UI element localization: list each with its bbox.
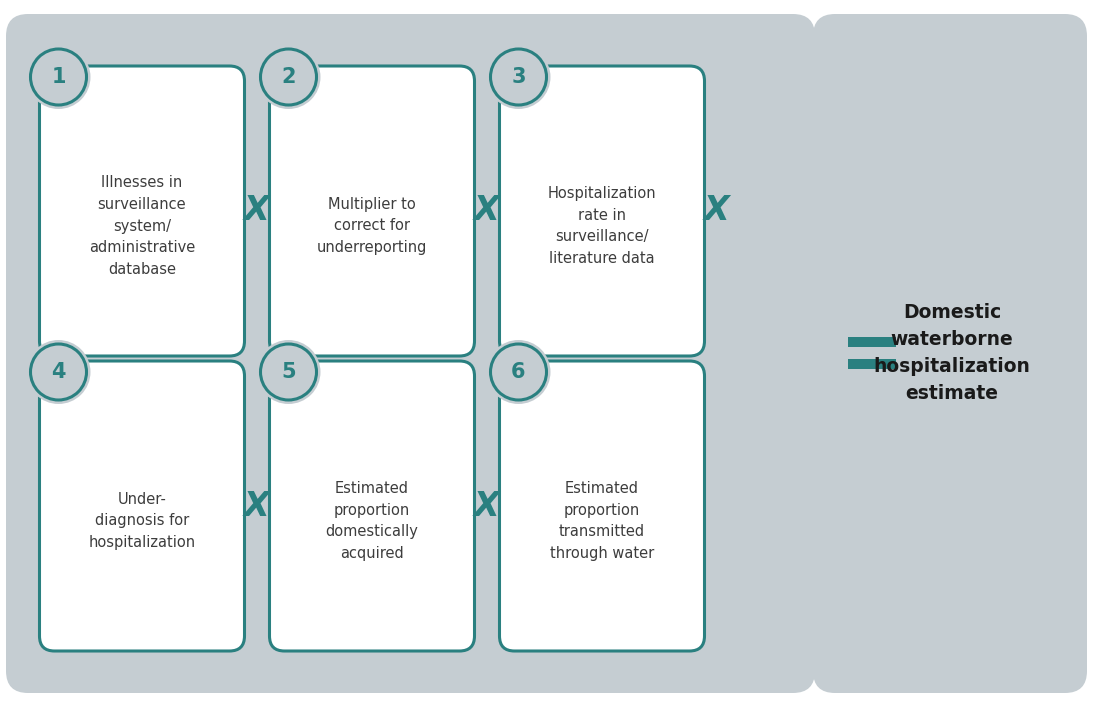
Text: Estimated
proportion
transmitted
through water: Estimated proportion transmitted through… [550,481,654,561]
Text: X: X [474,489,500,522]
Circle shape [31,344,87,400]
Circle shape [486,45,551,109]
FancyBboxPatch shape [269,361,474,651]
Circle shape [491,344,546,400]
Circle shape [31,49,87,105]
Circle shape [256,45,321,109]
Circle shape [486,340,551,404]
Text: X: X [244,489,269,522]
FancyBboxPatch shape [499,66,704,356]
Text: 2: 2 [281,67,296,87]
Circle shape [26,340,91,404]
Text: Estimated
proportion
domestically
acquired: Estimated proportion domestically acquir… [325,481,418,561]
Text: X: X [474,194,500,227]
Text: X: X [244,194,269,227]
Text: X: X [704,194,729,227]
Text: 5: 5 [281,362,296,382]
Circle shape [491,49,546,105]
Circle shape [256,340,321,404]
Text: 4: 4 [51,362,66,382]
FancyBboxPatch shape [848,359,896,369]
FancyBboxPatch shape [39,361,244,651]
FancyBboxPatch shape [5,14,815,693]
Text: 6: 6 [511,362,526,382]
FancyBboxPatch shape [848,337,896,347]
Text: Illnesses in
surveillance
system/
administrative
database: Illnesses in surveillance system/ admini… [89,175,195,277]
Text: 1: 1 [51,67,66,87]
Text: 3: 3 [511,67,526,87]
Text: Under-
diagnosis for
hospitalization: Under- diagnosis for hospitalization [89,492,196,550]
FancyBboxPatch shape [812,14,1087,693]
Circle shape [26,45,91,109]
Circle shape [261,344,316,400]
Text: Domestic
waterborne
hospitalization
estimate: Domestic waterborne hospitalization esti… [874,303,1030,403]
Text: Hospitalization
rate in
surveillance/
literature data: Hospitalization rate in surveillance/ li… [548,186,656,266]
Text: Multiplier to
correct for
underreporting: Multiplier to correct for underreporting [316,197,427,255]
FancyBboxPatch shape [269,66,474,356]
FancyBboxPatch shape [499,361,704,651]
Circle shape [261,49,316,105]
FancyBboxPatch shape [39,66,244,356]
